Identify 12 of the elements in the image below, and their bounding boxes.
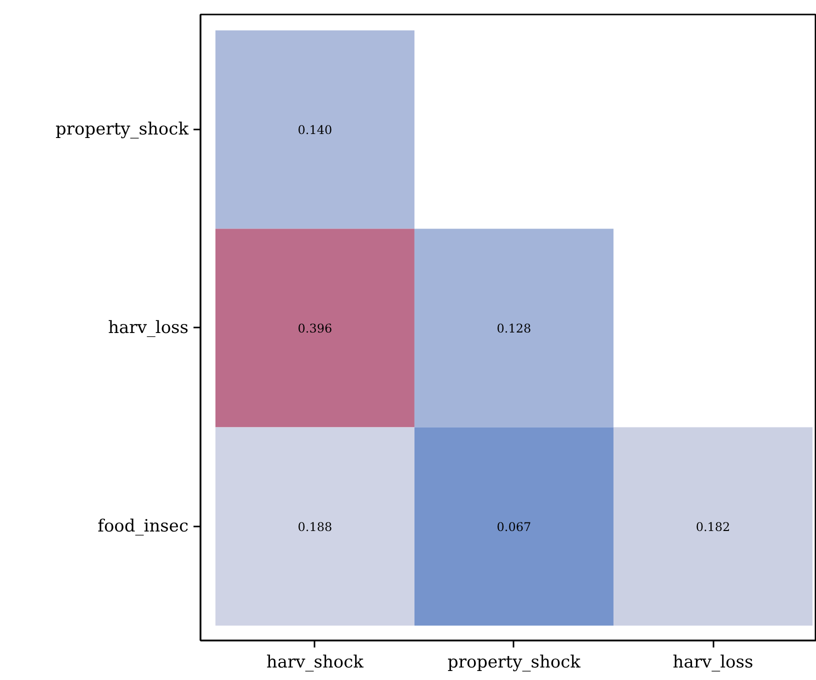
data-label: 0.188	[298, 520, 332, 534]
data-label: 0.067	[496, 520, 532, 534]
x-tick-label: harv_loss	[672, 652, 754, 672]
y-tick-label: food_insec	[98, 516, 189, 536]
x-tick-label: property_shock	[447, 652, 582, 672]
data-label: 0.182	[696, 520, 730, 534]
y-tick-label: harv_loss	[108, 318, 189, 338]
data-label: 0.396	[298, 321, 332, 336]
x-tick-label: harv_shock	[266, 652, 364, 672]
data-label: 0.140	[298, 123, 332, 138]
y-tick-label: property_shock	[56, 120, 190, 140]
data-label: 0.128	[496, 321, 532, 336]
